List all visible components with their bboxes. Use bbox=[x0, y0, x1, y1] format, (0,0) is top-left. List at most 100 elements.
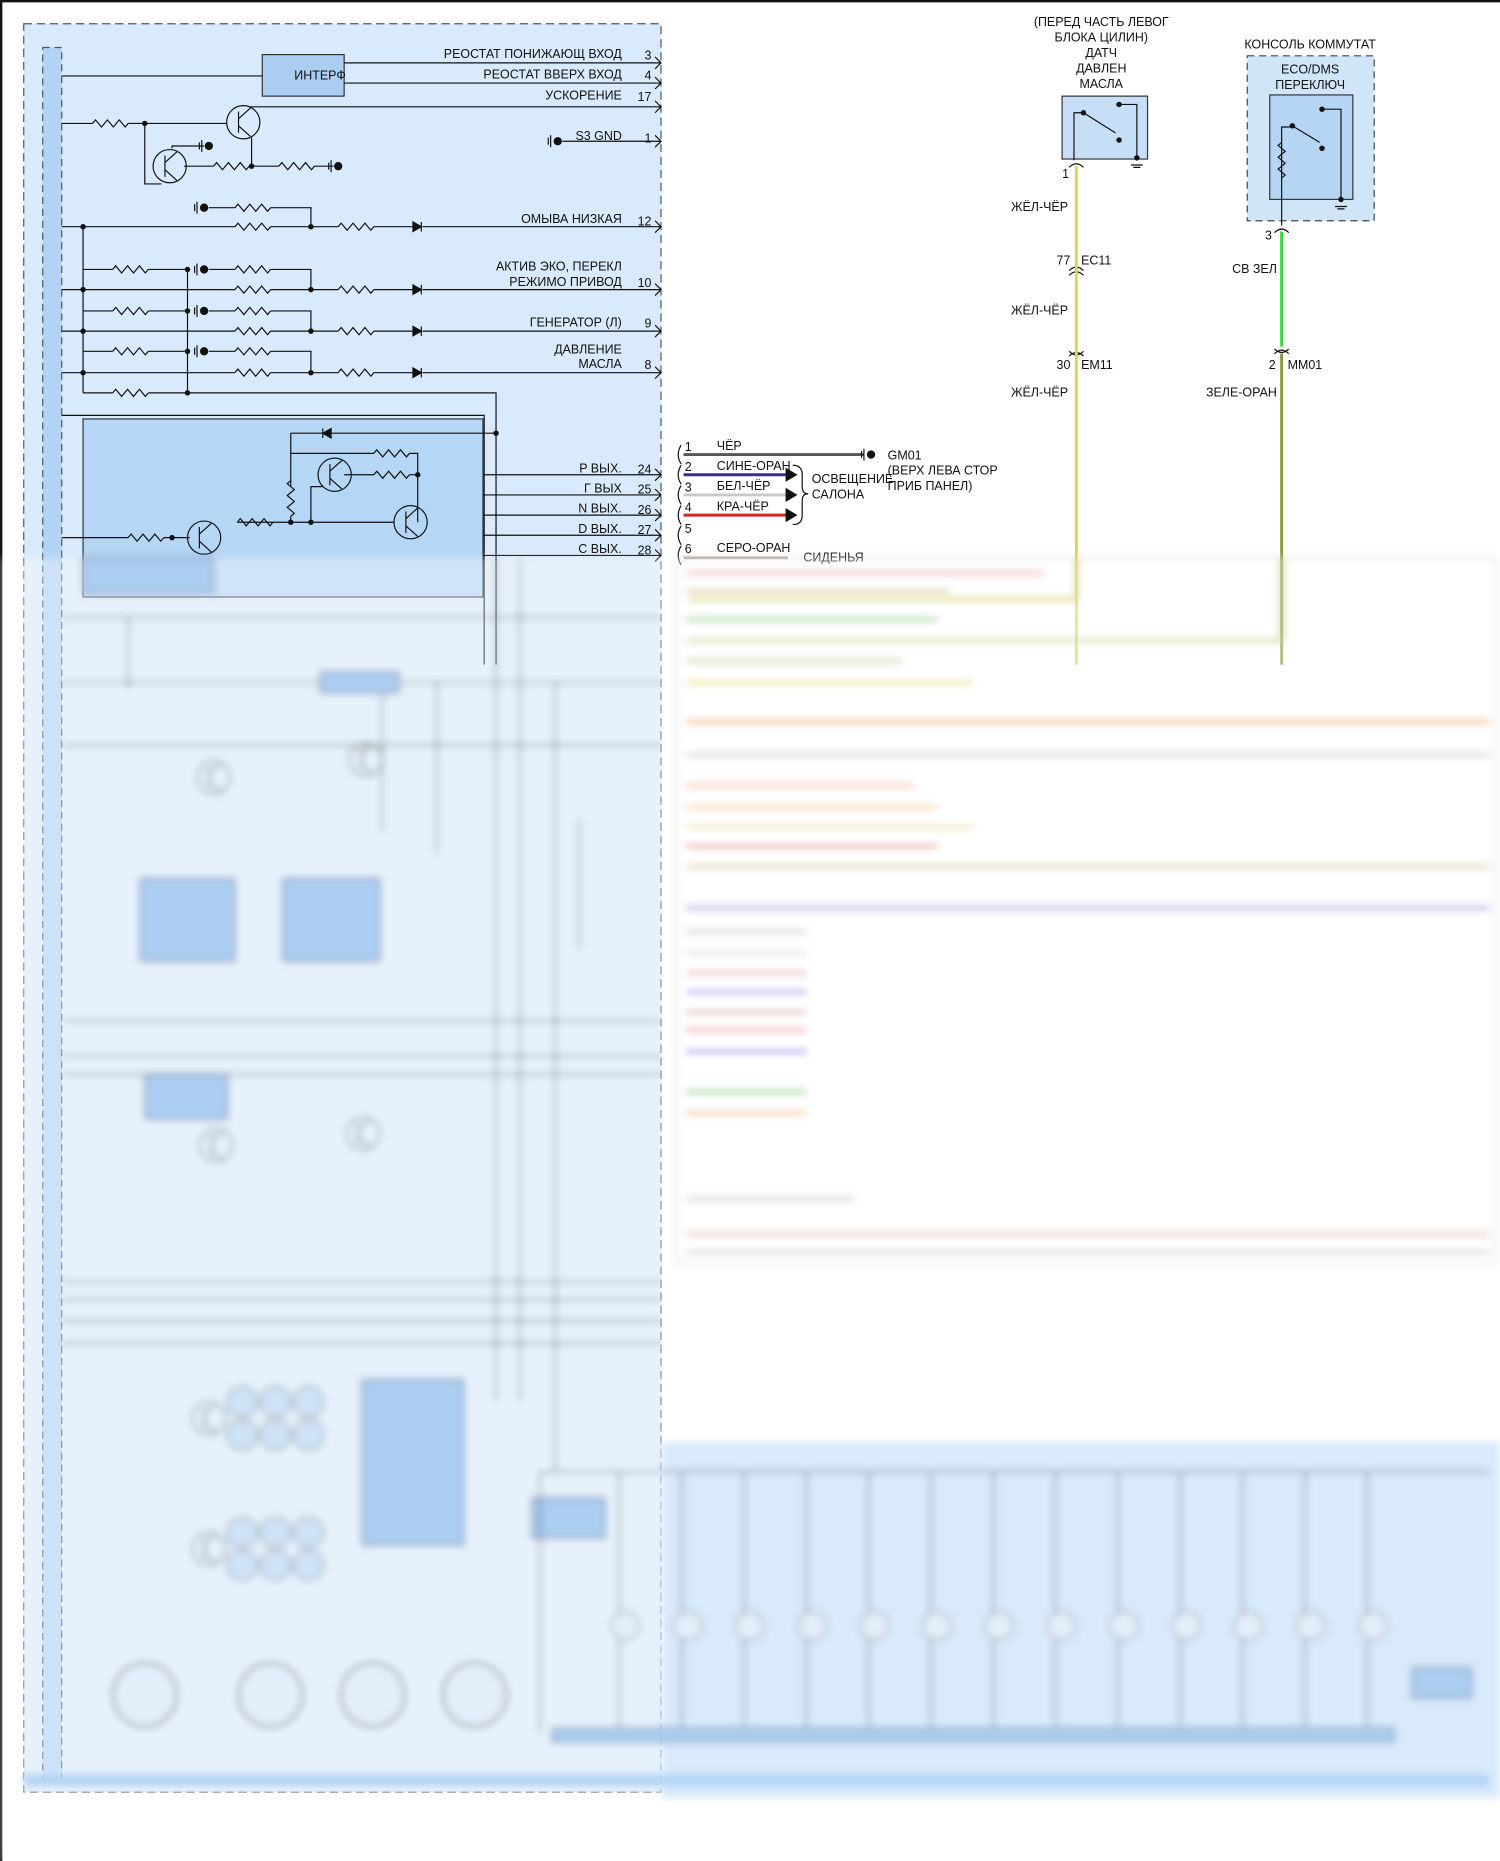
transistor-icon bbox=[198, 1128, 234, 1163]
connector-id: EC11 bbox=[1081, 254, 1111, 268]
interior-lighting-label: САЛОНА bbox=[812, 487, 865, 501]
wire bbox=[270, 310, 312, 332]
diode-icon bbox=[412, 283, 423, 296]
oil-sensor-location: (ПЕРЕД ЧАСТЬ ЛЕВОГ bbox=[1034, 15, 1169, 29]
wire bbox=[1321, 108, 1342, 200]
gear-output-label: P ВЫХ. bbox=[579, 461, 622, 475]
junction-dot bbox=[288, 519, 294, 525]
indicator-lamp-icon bbox=[1108, 1611, 1139, 1641]
transistor-icon bbox=[198, 522, 212, 553]
transistor-icon bbox=[226, 105, 261, 140]
ground-icon bbox=[194, 345, 198, 358]
pin-number: 28 bbox=[638, 543, 652, 557]
pin-label: РЕОСТАТ ПОНИЖАЮЩ ВХОД bbox=[444, 47, 623, 61]
junction-dot bbox=[308, 519, 314, 525]
switch-contact-icon bbox=[1292, 125, 1320, 143]
lamp-icon bbox=[259, 1418, 292, 1451]
junction-dot bbox=[169, 534, 175, 541]
interface-block bbox=[261, 54, 345, 97]
ground-icon bbox=[199, 265, 209, 274]
wire bbox=[144, 123, 162, 185]
blurred-block bbox=[139, 877, 236, 962]
diode-icon bbox=[412, 366, 423, 379]
connector-pin: 3 bbox=[685, 480, 692, 494]
pin-number: 8 bbox=[645, 358, 652, 372]
ground-icon bbox=[194, 305, 198, 317]
oil-sensor-title: ДАВЛЕН bbox=[1076, 61, 1126, 75]
gear-output-label: D ВЫХ. bbox=[578, 522, 622, 536]
resistor-icon bbox=[373, 448, 410, 458]
pin-label: ГЕНЕРАТОР (Л) bbox=[530, 315, 622, 329]
wire-color-label: ЖЁЛ-ЧЁР bbox=[1011, 385, 1068, 399]
transistor-icon bbox=[196, 760, 231, 795]
wire-color-label: КРА-ЧЁР bbox=[717, 499, 769, 513]
wire-color-label: ЗЕЛЕ-ОРАН bbox=[1206, 385, 1277, 399]
resistor-icon bbox=[234, 264, 272, 274]
wire bbox=[61, 1020, 661, 1345]
lamp-icon bbox=[226, 1418, 259, 1451]
lamp-icon bbox=[226, 1385, 259, 1418]
diode-icon bbox=[412, 325, 423, 337]
indicator-lamp-icon bbox=[610, 1611, 641, 1641]
gauge-icon bbox=[237, 1661, 304, 1729]
ground-icon bbox=[194, 201, 198, 214]
wire bbox=[270, 268, 312, 290]
connector-wiring bbox=[677, 444, 876, 566]
junction-dot bbox=[1080, 110, 1087, 116]
wire bbox=[1281, 126, 1290, 226]
sensor-pin: 1 bbox=[1062, 167, 1069, 181]
connector-terminal-icon bbox=[677, 464, 682, 485]
resistor-icon bbox=[337, 222, 375, 232]
blurred-block bbox=[361, 1378, 465, 1546]
transistor-icon bbox=[191, 1531, 227, 1567]
blurred-block bbox=[1411, 1666, 1473, 1699]
wire-color-label: ЧЁР bbox=[717, 439, 742, 453]
gear-output-label: N ВЫХ. bbox=[578, 502, 622, 516]
switch-contact-icon bbox=[1083, 112, 1116, 134]
ground-icon bbox=[1335, 205, 1347, 210]
resistor-icon bbox=[112, 388, 149, 398]
pin-label: АКТИВ ЭКО, ПЕРЕКЛ bbox=[496, 260, 622, 274]
ground-icon bbox=[860, 448, 865, 461]
lamp-icon bbox=[292, 1516, 325, 1549]
wire bbox=[270, 207, 312, 227]
resistor-icon bbox=[234, 306, 272, 316]
resistor-icon bbox=[234, 222, 272, 232]
wire bbox=[1119, 103, 1138, 160]
ground-location: (ВЕРХ ЛЕВА СТОР bbox=[888, 464, 998, 478]
resistor-icon bbox=[234, 368, 272, 378]
resistor-icon bbox=[337, 326, 375, 336]
diode-icon bbox=[412, 220, 423, 233]
junction-dot bbox=[184, 390, 191, 396]
arrow-icon bbox=[785, 487, 798, 503]
pin-arrow-icon bbox=[654, 488, 662, 502]
ground-bus bbox=[551, 1727, 1395, 1743]
connector-id: EM11 bbox=[1081, 358, 1113, 372]
brace-icon bbox=[792, 464, 809, 526]
ground-icon bbox=[547, 135, 552, 148]
connector-terminal-icon bbox=[677, 505, 682, 525]
wire bbox=[688, 557, 1079, 602]
resistor-icon bbox=[1277, 141, 1287, 179]
junction-dot bbox=[1319, 145, 1325, 152]
resistor-icon bbox=[337, 368, 375, 378]
indicator-lamp-icon bbox=[1046, 1611, 1077, 1641]
blurred-block bbox=[281, 877, 381, 962]
pin-number: 25 bbox=[638, 483, 652, 497]
lamp-icon bbox=[259, 1516, 292, 1549]
indicator-lamp-icon bbox=[797, 1611, 828, 1641]
resistor-icon bbox=[112, 306, 149, 316]
wire-color-label: СИНЕ-ОРАН bbox=[717, 459, 791, 473]
resistor-icon bbox=[373, 470, 410, 480]
interface-block-label: ИНТЕРФ bbox=[294, 69, 345, 83]
transistor-icon bbox=[405, 507, 419, 537]
pin-label: S3 GND bbox=[575, 129, 621, 143]
connector-pin: 77 bbox=[1057, 254, 1071, 268]
transistor-icon bbox=[237, 107, 251, 137]
oil-sensor-location: БЛОКА ЦИЛИН) bbox=[1055, 31, 1148, 45]
eco-switch-title: ECO/DMS bbox=[1281, 63, 1339, 77]
transistor-icon bbox=[357, 1118, 371, 1149]
transistor-icon bbox=[360, 744, 374, 775]
ground-location: ПРИБ ПАНЕЛ) bbox=[888, 479, 973, 493]
